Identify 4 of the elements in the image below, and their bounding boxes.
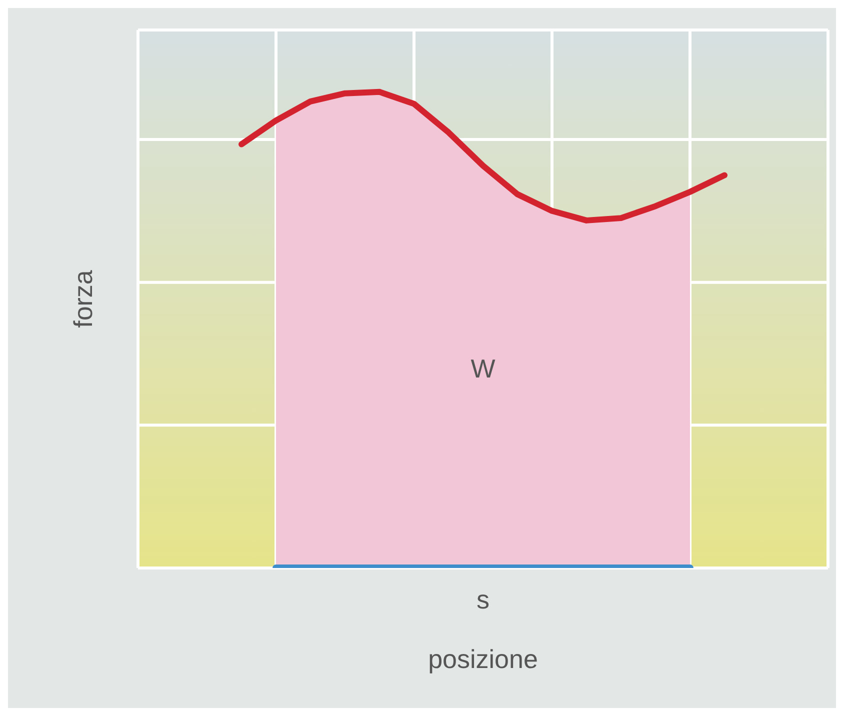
y-axis-title: forza [68, 270, 98, 328]
x-axis-title: posizione [428, 644, 538, 674]
annotation: W [470, 353, 496, 384]
text: s [476, 584, 490, 614]
